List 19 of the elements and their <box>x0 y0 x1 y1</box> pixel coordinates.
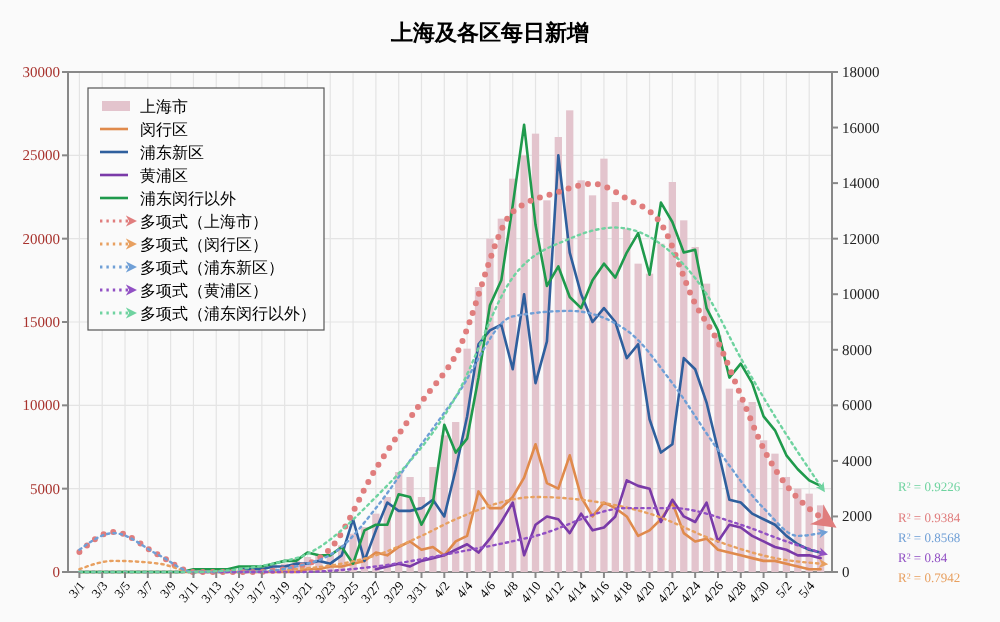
line-series <box>374 479 822 571</box>
legend-label: 浦东闵行以外 <box>140 190 236 208</box>
legend-label: 多项式（浦东新区） <box>140 259 284 277</box>
legend-label: 黄浦区 <box>140 167 188 185</box>
bar <box>486 238 494 572</box>
line-series <box>237 154 822 571</box>
legend-label: 多项式（浦东闵行以外） <box>140 305 316 323</box>
legend-label: 多项式（上海市） <box>140 213 268 231</box>
legend-label: 多项式（黄浦区） <box>140 282 268 300</box>
bar <box>657 243 665 572</box>
bar <box>600 158 608 572</box>
legend-label: 上海市 <box>140 98 188 116</box>
bar <box>588 195 597 572</box>
bar <box>520 155 528 572</box>
chart-title: 上海及各区每日新增 <box>389 20 589 46</box>
legend-label: 闵行区 <box>140 121 188 139</box>
bar <box>611 202 619 572</box>
legend-label: 浦东新区 <box>140 144 204 162</box>
legend-label: 多项式（闵行区） <box>140 236 268 254</box>
